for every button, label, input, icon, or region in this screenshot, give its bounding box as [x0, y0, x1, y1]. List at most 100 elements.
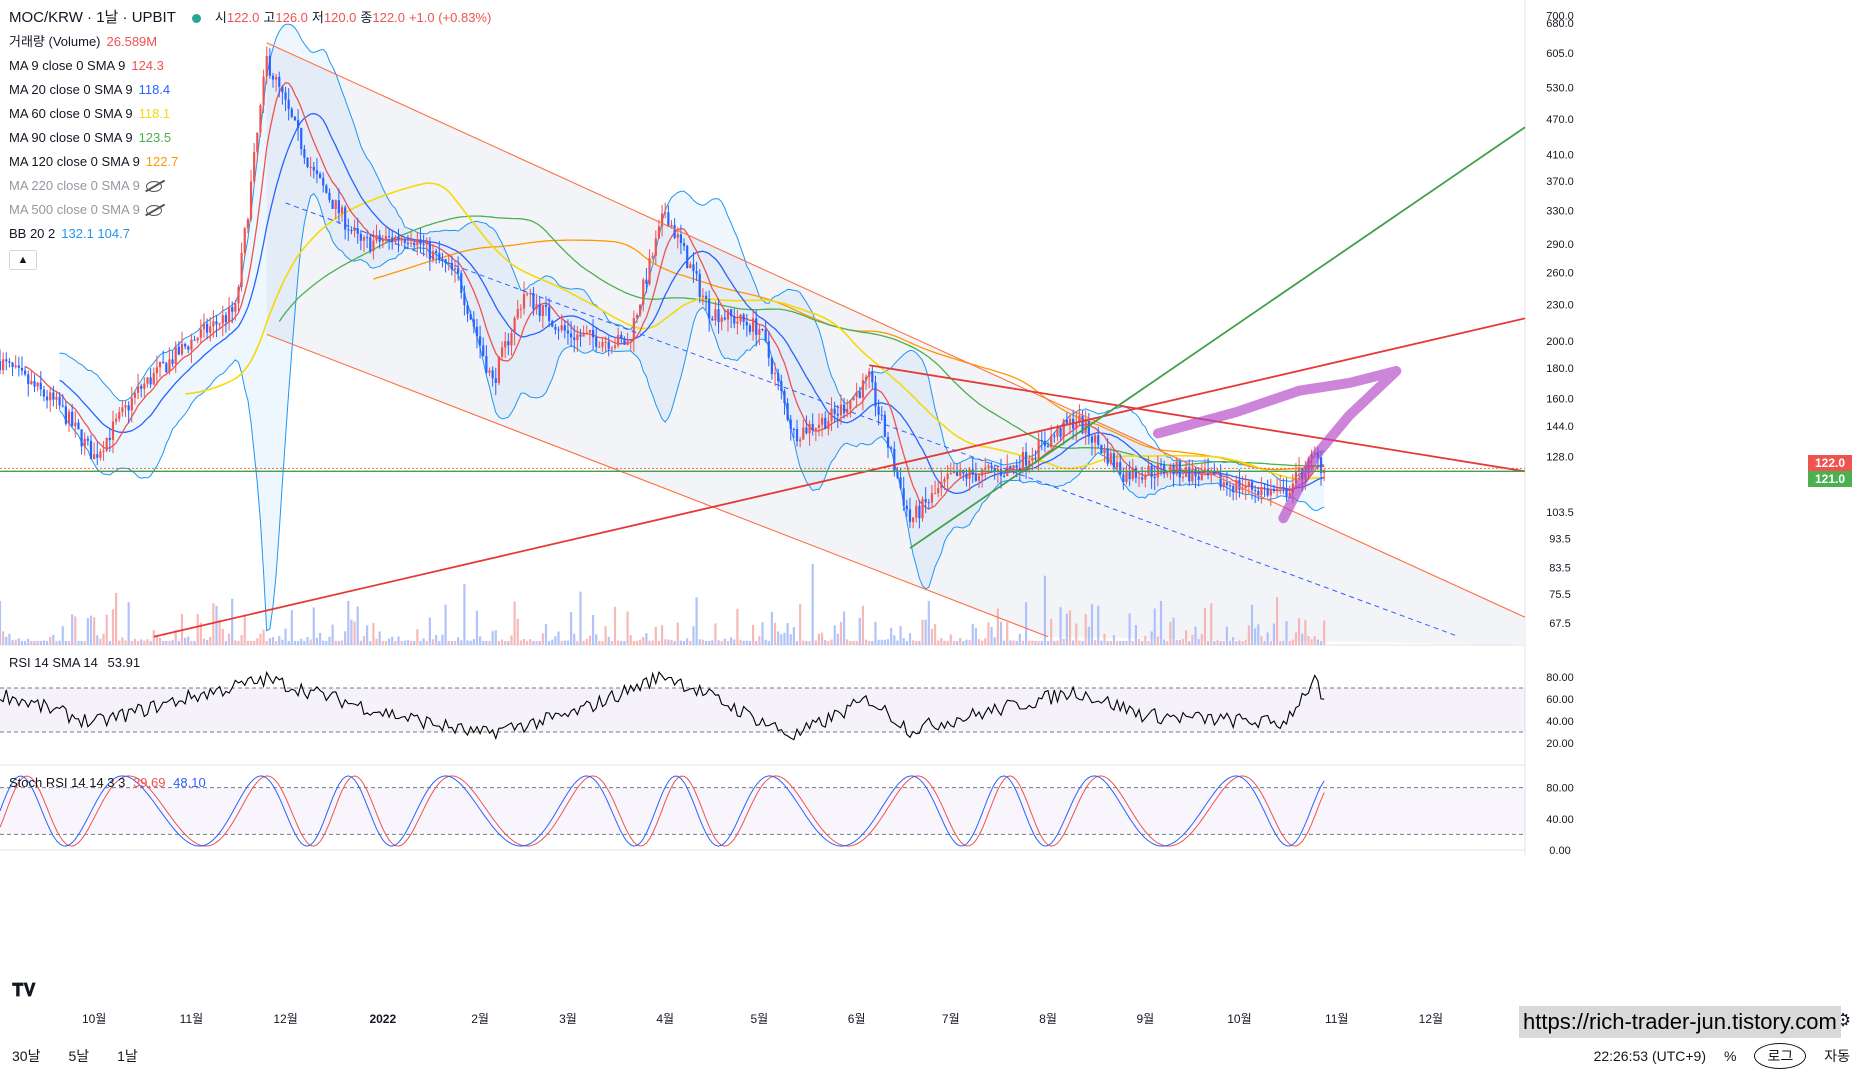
volume-bar — [667, 639, 670, 645]
volume-bar — [1260, 636, 1263, 645]
volume-bar — [522, 638, 526, 645]
candle-body — [438, 252, 441, 260]
candle-body — [121, 407, 124, 413]
hidden-eye-icon[interactable] — [145, 204, 162, 216]
volume-bar — [965, 639, 968, 645]
hidden-eye-icon[interactable] — [145, 180, 162, 192]
candle-body — [249, 181, 253, 220]
legend-item[interactable]: MA 20 close 0 SMA 9 118.4 — [9, 78, 495, 102]
rsi-label[interactable]: RSI 14 SMA 14 — [9, 655, 98, 670]
legend-item[interactable]: MA 120 close 0 SMA 9 122.7 — [9, 150, 495, 174]
candle-body — [234, 303, 237, 312]
volume-bar — [353, 621, 356, 645]
legend-item[interactable]: MA 220 close 0 SMA 9 — [9, 174, 495, 198]
volume-bar — [1094, 640, 1097, 645]
candle-body — [428, 241, 431, 260]
time-axis-label: 12월 — [273, 1012, 297, 1026]
volume-bar — [45, 640, 49, 645]
symbol-title[interactable]: MOC/KRW · 1날 · UPBIT — [9, 9, 176, 26]
candle-body — [99, 451, 102, 458]
volume-bar — [96, 635, 99, 645]
candle-body — [1181, 476, 1185, 478]
candle-body — [1034, 457, 1037, 459]
candle-body — [1018, 467, 1021, 472]
candle-body — [1125, 470, 1128, 483]
legend-item[interactable]: 거래량 (Volume) 26.589M — [9, 30, 495, 54]
timeframe-buttons: 30날 5날 1날 — [0, 1046, 154, 1066]
log-toggle[interactable]: 로그 — [1754, 1043, 1807, 1069]
volume-bar — [1053, 640, 1056, 645]
timeframe-button[interactable]: 5날 — [68, 1048, 90, 1064]
percent-toggle[interactable]: % — [1724, 1048, 1737, 1064]
candle-body — [356, 228, 359, 234]
candle-body — [1235, 479, 1238, 493]
candle-body — [27, 374, 30, 385]
volume-bar — [915, 640, 918, 645]
candle-body — [366, 237, 369, 239]
candle-body — [617, 335, 620, 346]
candle-body — [409, 242, 413, 244]
candle-body — [582, 333, 585, 337]
candle-body — [912, 517, 915, 523]
legend-item[interactable]: MA 9 close 0 SMA 9 124.3 — [9, 54, 495, 78]
candle-body — [730, 309, 733, 317]
candle-body — [2, 359, 5, 371]
candle-body — [751, 318, 755, 332]
legend-item[interactable]: BB 20 2 132.1 104.7 — [9, 222, 495, 246]
candle-body — [557, 329, 560, 331]
volume-bar — [8, 633, 11, 645]
volume-bar — [108, 641, 111, 645]
candle-body — [714, 309, 717, 321]
volume-bar — [726, 640, 730, 645]
candle-body — [849, 400, 852, 409]
candle-body — [902, 488, 905, 506]
volume-bar — [435, 635, 438, 645]
timeframe-button[interactable]: 1날 — [117, 1048, 138, 1064]
volume-bar — [604, 626, 607, 645]
candle-body — [924, 498, 927, 503]
legend-item[interactable]: MA 60 close 0 SMA 9 118.1 — [9, 102, 495, 126]
candle-body — [243, 228, 246, 253]
ohlc-values: 시122.0 고126.0 저120.0 종122.0 +1.0 (+0.83%) — [215, 6, 495, 30]
volume-bar — [767, 640, 770, 645]
volume-bar — [588, 635, 592, 645]
candle-body — [755, 318, 758, 335]
candle-body — [152, 373, 155, 385]
volume-bar — [193, 641, 196, 645]
collapse-legend-button[interactable]: ▲ — [9, 250, 37, 270]
auto-toggle[interactable]: 자동 — [1824, 1048, 1850, 1064]
legend-item-label: BB 20 2 — [9, 226, 56, 241]
legend-item[interactable]: MA 500 close 0 SMA 9 — [9, 198, 495, 222]
candle-body — [475, 326, 479, 337]
volume-bar — [679, 640, 683, 645]
volume-bar — [387, 638, 391, 645]
trend-line — [153, 317, 1526, 638]
timeframe-button[interactable]: 30날 — [12, 1048, 41, 1064]
clock[interactable]: 22:26:53 (UTC+9) — [1593, 1048, 1707, 1064]
legend-item[interactable]: MA 90 close 0 SMA 9 123.5 — [9, 126, 495, 150]
candle-body — [287, 99, 290, 109]
candle-body — [541, 304, 544, 317]
volume-bar — [1200, 634, 1203, 645]
volume-bar — [748, 641, 752, 645]
tradingview-logo-icon[interactable]: 𝐓𝐕 — [12, 980, 36, 1000]
volume-bar — [1172, 617, 1175, 645]
volume-bar — [409, 640, 413, 645]
volume-bar — [0, 600, 2, 645]
volume-bar — [755, 640, 758, 645]
stoch-label[interactable]: Stoch RSI 14 14 3 3 — [9, 775, 126, 790]
candle-body — [86, 438, 89, 441]
candle-body — [334, 200, 337, 210]
candle-body — [591, 330, 595, 338]
volume-bar — [165, 641, 168, 645]
candle-body — [265, 56, 268, 77]
candle-body — [202, 323, 206, 330]
candle-body — [1131, 468, 1134, 480]
legend-item-value: 118.4 — [138, 82, 171, 97]
volume-bar — [1037, 641, 1040, 645]
candle-body — [71, 411, 74, 426]
volume-bar — [306, 637, 309, 645]
volume-bar — [977, 639, 981, 645]
volume-bar — [1269, 640, 1272, 645]
